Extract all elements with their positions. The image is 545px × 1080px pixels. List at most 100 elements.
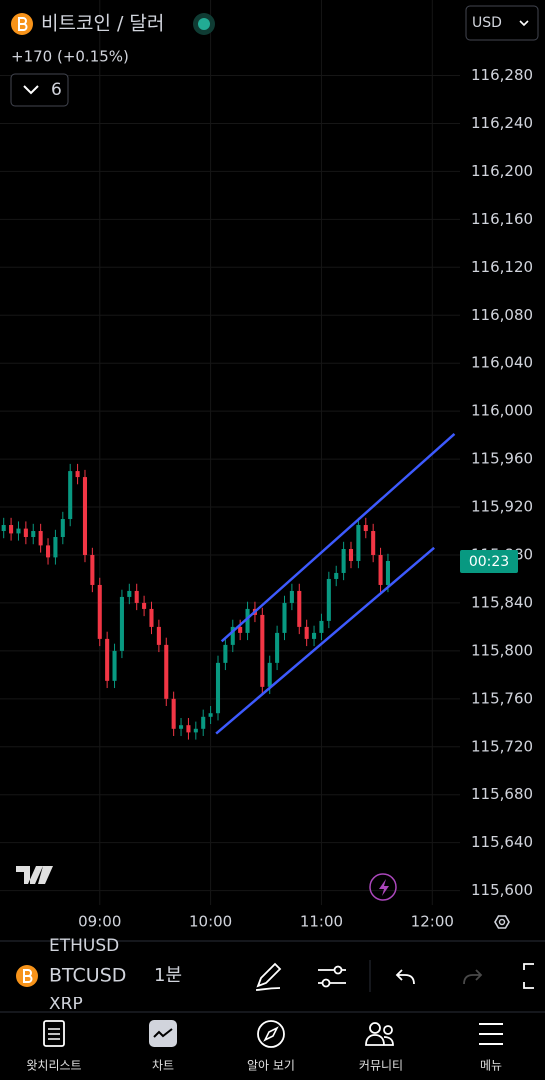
candle-body (348, 548, 354, 561)
candle-body (201, 716, 206, 729)
candle-body (186, 725, 191, 733)
indicator-toggle[interactable] (10, 73, 69, 107)
candle-body (334, 572, 339, 579)
nav-community-body (365, 1034, 394, 1046)
candle-body (53, 537, 58, 558)
settings-icon[interactable] (494, 915, 510, 929)
candle-body (75, 471, 80, 478)
x-tick-label: 12:00 (411, 913, 454, 931)
candle-body (319, 620, 324, 633)
candle-body (46, 545, 51, 558)
nav-chart-icon (149, 1020, 177, 1047)
y-tick-label: 116,040 (471, 354, 533, 372)
candle-body (326, 578, 331, 621)
indicator-chevron (23, 85, 39, 95)
y-tick-label: 115,920 (471, 498, 533, 516)
x-tick-label: 11:00 (300, 913, 343, 931)
candle-body (179, 725, 184, 729)
prev-symbol: ETHUSD (49, 936, 119, 956)
candle-body (385, 560, 390, 585)
y-tick-label: 116,120 (471, 258, 533, 276)
undo-icon[interactable] (395, 969, 415, 985)
candle-body (112, 650, 117, 681)
candle-body (119, 596, 124, 651)
nav-menu-icon (479, 1023, 503, 1045)
countdown-badge (460, 549, 518, 573)
candle-body (267, 662, 272, 687)
y-tick-label: 115,840 (471, 593, 533, 611)
candle-body (208, 713, 213, 717)
candle-body (1, 525, 6, 532)
indicators-knob (321, 978, 331, 988)
candle-body (282, 602, 287, 633)
redo-icon (463, 969, 483, 985)
draw-tool-icon[interactable] (255, 962, 282, 991)
candle-body (90, 554, 95, 585)
candle-body (156, 626, 161, 645)
x-tick-label: 10:00 (189, 913, 232, 931)
tradingview-logo (16, 866, 53, 884)
y-tick-label: 115,760 (471, 689, 533, 707)
currency-select[interactable] (465, 5, 539, 41)
y-tick-label: 116,240 (471, 114, 533, 132)
y-tick-label: 115,600 (471, 881, 533, 899)
candle-body (297, 590, 302, 627)
nav-label[interactable]: 메뉴 (480, 1059, 502, 1073)
x-tick-label: 09:00 (78, 913, 121, 931)
lightning-button[interactable] (369, 873, 397, 901)
indicator-count: 6 (51, 80, 62, 100)
fullscreen-icon[interactable] (523, 963, 534, 989)
nav-chart-line (153, 1028, 173, 1038)
candle-body (341, 548, 346, 573)
grid (0, 0, 460, 905)
candle-body (142, 602, 147, 609)
trend-line (220, 432, 456, 643)
candle-body (304, 626, 309, 639)
candle-body (105, 638, 110, 681)
price-change: +170 (+0.15%) (11, 48, 129, 66)
axes: 116,280 116,240 116,200 116,160 116,120 116,0… (78, 66, 533, 930)
candle-body (23, 528, 28, 538)
nav-community-icon (369, 1022, 381, 1034)
candle-body (68, 471, 73, 520)
countdown-label: 00:23 (469, 554, 509, 570)
candle-body (289, 590, 294, 603)
nav-label[interactable]: 차트 (152, 1059, 174, 1073)
y-tick-label: 116,280 (471, 66, 533, 84)
candle-body (97, 584, 102, 639)
nav-explore-needle (263, 1026, 279, 1042)
y-tick-label: 115,680 (471, 785, 533, 803)
toolbar-symbol[interactable]: BTCUSD (49, 965, 126, 987)
settings-icon-center (498, 918, 506, 926)
candle-body (260, 614, 265, 687)
indicators-knob (333, 965, 343, 975)
currency-chevron (519, 20, 529, 27)
y-tick-label: 115,640 (471, 833, 533, 851)
toolbar-interval[interactable]: 1분 (154, 965, 182, 986)
candle-body (134, 590, 139, 603)
nav-watchlist-icon (43, 1020, 65, 1047)
y-tick-label: 116,200 (471, 162, 533, 180)
y-tick-label: 115,720 (471, 737, 533, 755)
candles (1, 432, 456, 740)
candle-body (38, 531, 43, 546)
y-tick-label: 116,080 (471, 306, 533, 324)
candle-body (245, 608, 250, 633)
next-symbol: XRP (49, 994, 83, 1014)
candle-body (223, 644, 228, 663)
candle-body (215, 662, 221, 714)
y-tick-label: 116,160 (471, 210, 533, 228)
candle-body (127, 590, 132, 597)
btc-icon-glyph (18, 17, 28, 31)
candle-body (149, 608, 154, 627)
lightning-icon (379, 879, 389, 896)
candle-body (312, 632, 317, 639)
nav-label[interactable]: 알아 보기 (247, 1059, 295, 1073)
candle-body (9, 525, 14, 534)
nav-label[interactable]: 왓치리스트 (26, 1059, 81, 1073)
candle-body (60, 519, 65, 538)
nav-label[interactable]: 커뮤니티 (359, 1059, 403, 1073)
nav-explore-icon (257, 1020, 285, 1048)
